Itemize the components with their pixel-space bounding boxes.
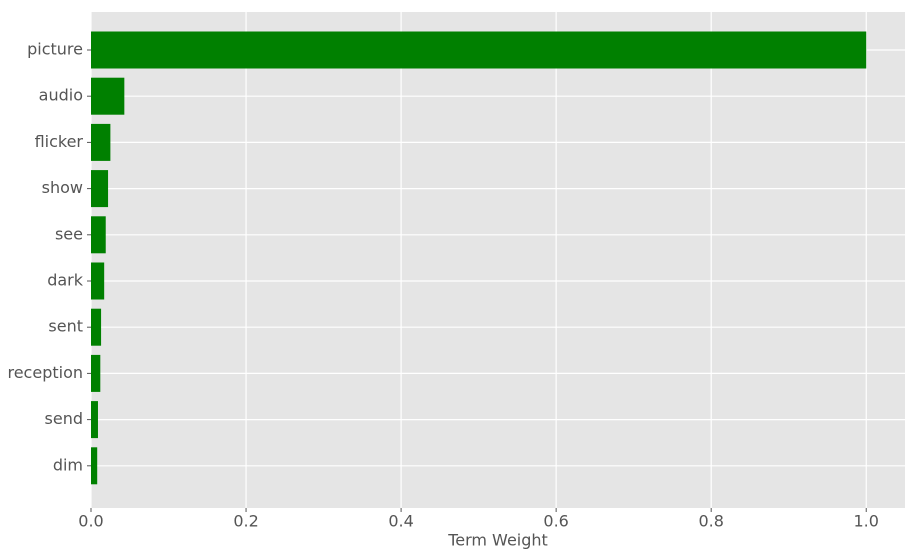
x-tick-label: 0.2 <box>233 512 258 531</box>
x-tick-label: 0.8 <box>698 512 723 531</box>
y-tick-label: reception <box>7 363 83 382</box>
x-axis-label: Term Weight <box>447 531 548 550</box>
x-tick-label: 0.6 <box>543 512 568 531</box>
bar <box>91 262 105 300</box>
bar <box>91 77 125 115</box>
x-tick-label: 0.0 <box>78 512 103 531</box>
bar <box>91 123 111 161</box>
x-tick-label: 0.4 <box>388 512 413 531</box>
bar <box>91 170 109 208</box>
y-tick-label: audio <box>39 86 83 105</box>
y-tick-label: sent <box>48 317 83 336</box>
y-tick-label: see <box>55 224 83 243</box>
y-tick-label: show <box>42 178 83 197</box>
bar <box>91 401 98 439</box>
bar <box>91 216 106 254</box>
plot-area <box>91 12 905 508</box>
bar <box>91 447 98 485</box>
y-tick-label: send <box>45 409 83 428</box>
bar <box>91 354 101 392</box>
bar <box>91 31 867 69</box>
y-tick-label: dim <box>53 455 83 474</box>
y-tick-label: dark <box>47 271 84 290</box>
bar <box>91 308 102 346</box>
y-tick-label: flicker <box>35 132 84 151</box>
x-tick-label: 1.0 <box>854 512 879 531</box>
y-tick-label: picture <box>27 40 83 59</box>
